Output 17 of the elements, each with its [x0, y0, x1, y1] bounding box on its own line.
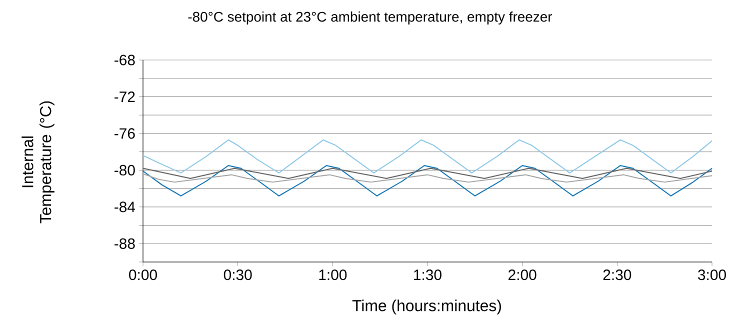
- x-axis-title: Time (hours:minutes): [352, 300, 501, 314]
- y-tick-label: -72: [114, 92, 135, 102]
- x-tick-label: 1:30: [414, 270, 442, 280]
- y-tick-label: -84: [114, 202, 136, 212]
- y-axis-title: Internal Temperature (°C): [22, 101, 54, 224]
- line-series: [142, 173, 713, 183]
- y-tick-label: -80: [114, 164, 135, 176]
- y-tick-label: -68: [114, 54, 135, 66]
- y-tick-label: -88: [114, 238, 135, 249]
- x-tick-label: 0:30: [224, 270, 252, 280]
- x-tick-label: 2:30: [603, 270, 632, 280]
- x-tick-label: 0:00: [129, 270, 157, 280]
- x-tick-label: 3:00: [698, 270, 726, 280]
- x-tick-label: 1:00: [319, 270, 347, 280]
- y-tick-label: -76: [114, 128, 135, 139]
- chart-title: -80°C setpoint at 23°C ambient temperature, empty freezer: [188, 11, 552, 24]
- x-tick-label: 2:00: [508, 270, 536, 280]
